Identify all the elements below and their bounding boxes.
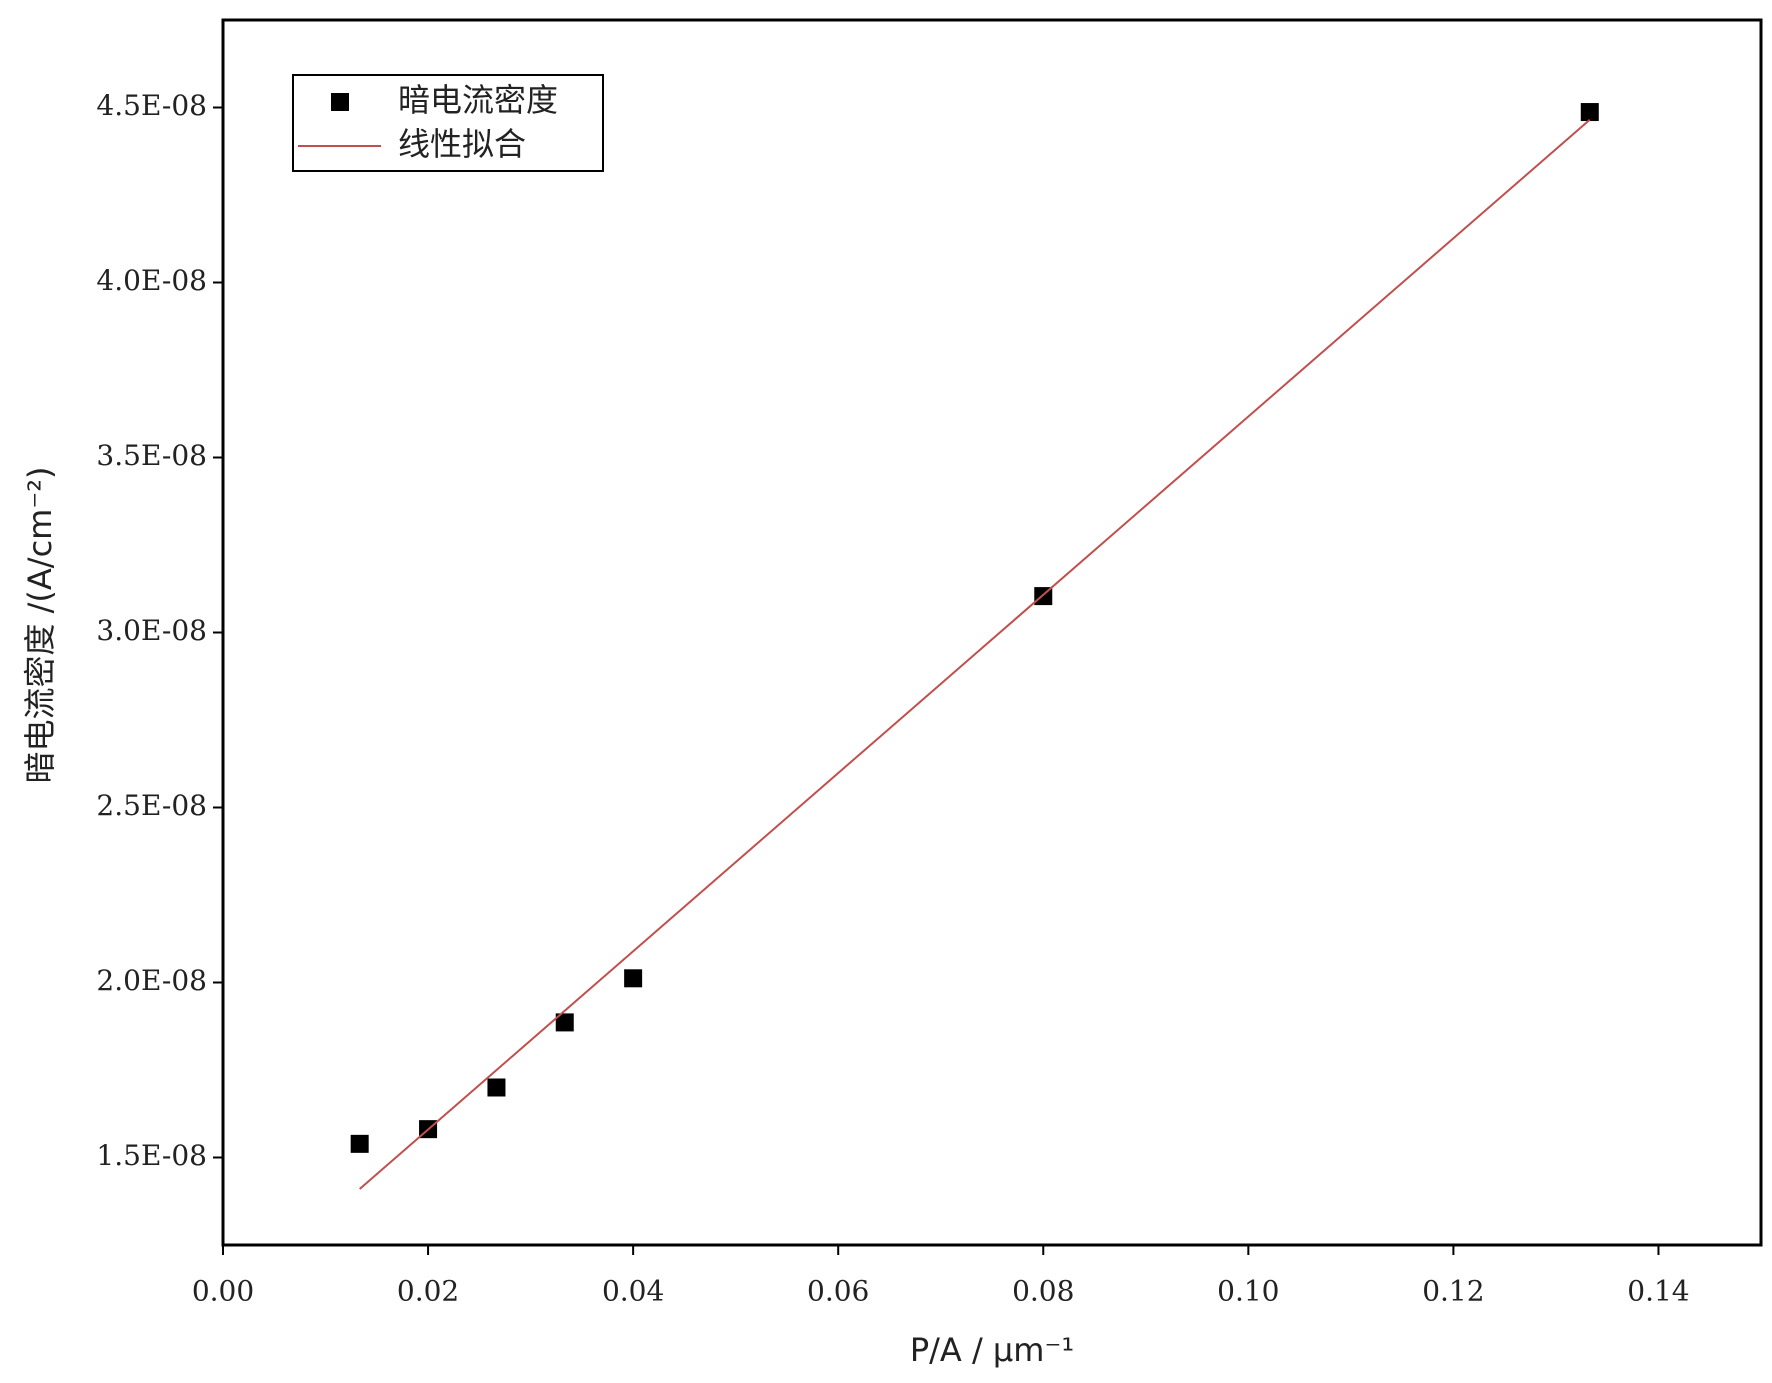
x-tick-label: 0.08	[1012, 1275, 1074, 1308]
legend-label: 线性拟合	[398, 125, 526, 163]
y-tick-label: 3.5E-08	[96, 439, 207, 472]
y-tick-label: 4.0E-08	[96, 264, 207, 297]
data-point	[1580, 103, 1599, 122]
x-tick-label: 0.02	[397, 1275, 459, 1308]
data-point	[487, 1078, 506, 1097]
y-tick-label: 2.5E-08	[96, 789, 207, 822]
x-tick-label: 0.12	[1422, 1275, 1484, 1308]
y-tick-label: 2.0E-08	[96, 964, 207, 997]
y-axis-label: 暗电流密度 /(A/cm⁻²)	[21, 466, 59, 783]
x-tick-label: 0.00	[192, 1275, 254, 1308]
data-point	[555, 1013, 574, 1032]
legend-box	[292, 74, 604, 172]
x-axis-label: P/A / μm⁻¹	[910, 1331, 1074, 1369]
data-point	[350, 1134, 369, 1153]
x-tick-label: 0.10	[1217, 1275, 1279, 1308]
y-tick-label: 3.0E-08	[96, 614, 207, 647]
plot-frame	[221, 18, 1763, 1247]
x-tick-label: 0.14	[1627, 1275, 1689, 1308]
legend-label: 暗电流密度	[398, 81, 558, 119]
legend-marker	[331, 93, 349, 111]
y-tick-label: 4.5E-08	[96, 89, 207, 122]
data-point	[624, 969, 643, 988]
x-tick-label: 0.06	[807, 1275, 869, 1308]
fit-line	[359, 118, 1591, 1190]
y-tick-label: 1.5E-08	[96, 1139, 207, 1172]
x-tick-label: 0.04	[602, 1275, 664, 1308]
